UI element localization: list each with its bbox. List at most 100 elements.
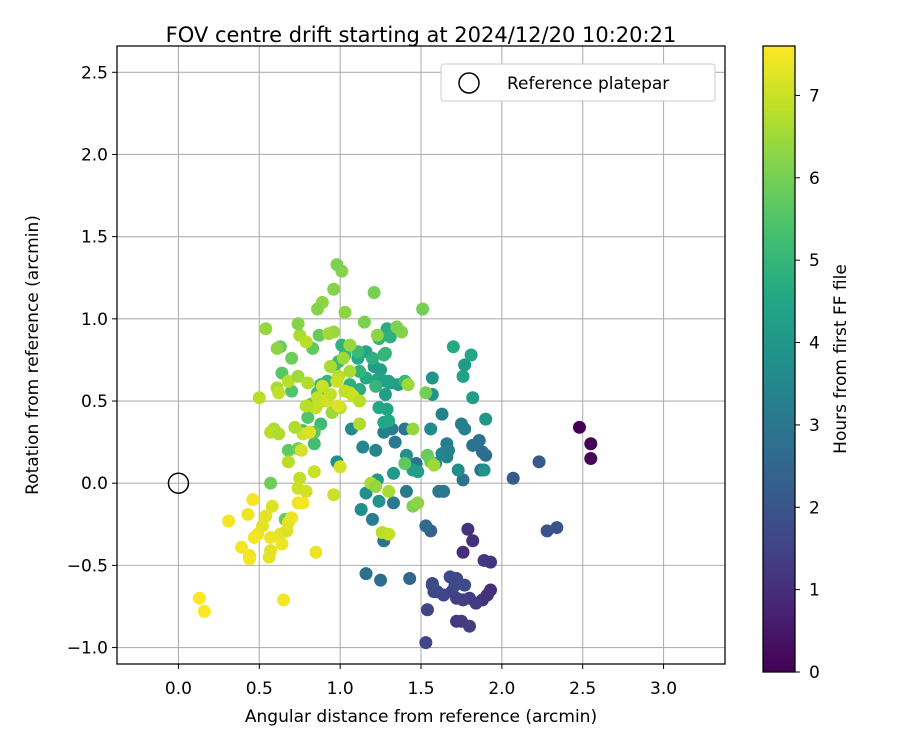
scatter-point <box>270 341 284 355</box>
y-axis-ticks: −1.0 −0.5 0.0 0.5 1.0 1.5 2.0 2.5 <box>67 63 117 659</box>
scatter-point <box>420 603 434 617</box>
scatter-point <box>332 399 346 413</box>
scatter-point <box>301 410 315 424</box>
scatter-point <box>309 545 323 559</box>
scatter-point <box>390 320 404 334</box>
scatter-point <box>372 494 386 508</box>
scatter-point <box>272 427 286 441</box>
y-tick-label: 2.5 <box>81 63 108 83</box>
scatter-point <box>277 593 291 607</box>
scatter-point <box>264 544 278 558</box>
colorbar-tick-label: 0 <box>809 663 820 683</box>
x-tick-label: 2.0 <box>488 679 515 699</box>
scatter-point <box>365 351 379 365</box>
scatter-point <box>307 437 321 451</box>
scatter-point <box>275 537 289 551</box>
y-tick-label: 0.5 <box>81 392 108 412</box>
scatter-point <box>419 386 433 400</box>
scatter-point <box>247 530 261 544</box>
scatter-point <box>378 374 392 388</box>
colorbar-tick-label: 2 <box>809 498 820 518</box>
scatter-point <box>264 476 278 490</box>
scatter-point <box>477 553 491 567</box>
scatter-point <box>370 328 384 342</box>
scatter-point <box>446 340 460 354</box>
scatter-point <box>330 374 344 388</box>
scatter-point <box>372 401 386 415</box>
scatter-point <box>377 348 391 362</box>
scatter-point <box>246 493 260 507</box>
scatter-point <box>307 465 321 479</box>
scatter-point <box>356 440 370 454</box>
scatter-point <box>235 540 249 554</box>
scatter-point <box>540 524 554 538</box>
scatter-point <box>259 509 273 523</box>
x-tick-label: 0.0 <box>165 679 192 699</box>
scatter-point <box>241 507 255 521</box>
scatter-point <box>369 379 383 393</box>
scatter-point <box>458 578 472 592</box>
scatter-point <box>288 420 302 434</box>
scatter-point <box>252 391 266 405</box>
colorbar-tick-label: 6 <box>809 169 820 189</box>
scatter-point <box>367 286 381 300</box>
scatter-point <box>285 511 299 525</box>
scatter-point <box>584 452 598 466</box>
scatter-point <box>285 351 299 365</box>
scatter-point <box>456 473 470 487</box>
scatter-point <box>466 438 480 452</box>
scatter-point <box>403 572 417 586</box>
scatter-point <box>424 422 438 436</box>
scatter-point <box>458 358 472 372</box>
scatter-point <box>327 282 341 296</box>
scatter-point <box>343 364 357 378</box>
scatter-point <box>382 484 396 498</box>
grid <box>117 46 725 664</box>
x-tick-label: 0.5 <box>246 679 273 699</box>
x-axis-label: Angular distance from reference (arcmin) <box>245 707 597 727</box>
scatter-point <box>451 463 465 477</box>
scatter-point <box>441 443 455 457</box>
scatter-point <box>336 351 350 365</box>
x-tick-label: 2.5 <box>569 679 596 699</box>
scatter-point <box>299 484 313 498</box>
scatter-point <box>302 425 316 439</box>
scatter-point <box>425 576 439 590</box>
scatter-point <box>419 636 433 650</box>
scatter-point <box>311 302 325 316</box>
scatter-point <box>353 394 367 408</box>
colorbar-tick-label: 4 <box>809 334 820 354</box>
scatter-point <box>463 619 477 633</box>
scatter-point <box>383 330 397 344</box>
y-tick-label: −1.0 <box>67 639 108 659</box>
colorbar-tick-label: 1 <box>809 581 820 601</box>
scatter-point <box>222 514 236 528</box>
scatter-point <box>285 384 299 398</box>
legend: Reference platepar <box>440 63 716 102</box>
scatter-point <box>333 460 347 474</box>
scatter-point <box>330 258 344 272</box>
scatter-point <box>322 327 336 341</box>
scatter-point <box>197 604 211 618</box>
scatter-point <box>456 545 470 559</box>
scatter-point <box>388 435 402 449</box>
scatter-point <box>353 417 367 431</box>
scatter-point <box>259 322 273 336</box>
scatter-point <box>401 378 415 392</box>
scatter-point <box>382 527 396 541</box>
scatter-point <box>377 425 391 439</box>
scatter-point <box>435 407 449 421</box>
legend-label: Reference platepar <box>507 74 669 94</box>
scatter-point <box>323 360 337 374</box>
scatter-point <box>354 503 368 516</box>
scatter-point <box>293 471 307 485</box>
y-tick-label: 2.0 <box>81 145 108 165</box>
scatter-point <box>281 443 295 457</box>
y-tick-label: 1.0 <box>81 310 108 330</box>
scatter-point <box>506 471 520 485</box>
scatter-point <box>398 456 412 470</box>
scatter-point <box>353 364 367 378</box>
scatter-point <box>299 399 313 413</box>
scatter-point <box>281 374 295 388</box>
colorbar-tick-label: 5 <box>809 251 820 271</box>
